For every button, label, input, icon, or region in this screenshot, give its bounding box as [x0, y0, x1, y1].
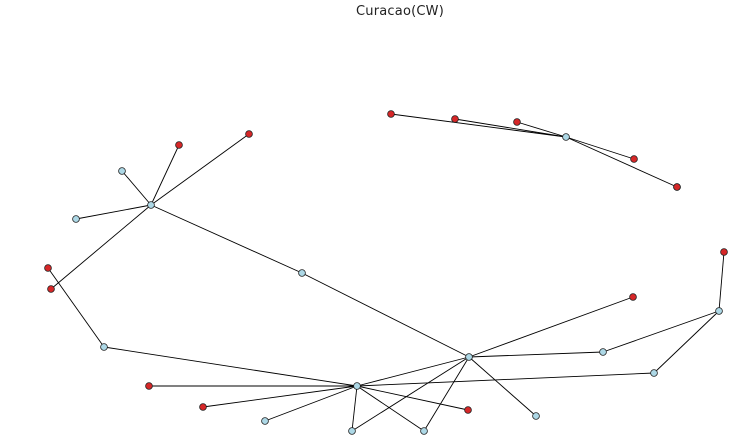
node-r3 — [47, 285, 55, 293]
node-r5 — [451, 115, 459, 123]
node-r4 — [387, 110, 395, 118]
node-l9 — [599, 348, 607, 356]
edge-h3-l10 — [468, 356, 537, 417]
edge-h5-r4 — [390, 113, 567, 138]
node-r12 — [44, 264, 52, 272]
edge-h1-r1 — [150, 144, 180, 206]
edge-h1-l2 — [75, 204, 152, 220]
edge-h2-h3 — [356, 356, 470, 387]
edge-h2-l7 — [264, 385, 358, 422]
edge-h3-l6 — [423, 356, 470, 432]
edge-h3-l3 — [301, 272, 470, 358]
edge-l11-l9 — [602, 310, 720, 353]
node-layer — [44, 110, 728, 435]
node-l7 — [261, 417, 269, 425]
edge-h5-r6 — [516, 121, 567, 138]
node-r1 — [175, 141, 183, 149]
edge-h2-l5 — [351, 385, 358, 432]
edge-l11-l8 — [653, 310, 720, 374]
edge-h3-r11 — [468, 296, 634, 358]
node-r6 — [513, 118, 521, 126]
node-l11 — [715, 307, 723, 315]
edge-l4-r12 — [47, 267, 105, 348]
edge-h5-r14 — [565, 136, 678, 188]
node-h1 — [147, 201, 155, 209]
edge-h1-l3 — [150, 204, 303, 274]
edge-h5-r5 — [454, 118, 567, 138]
edge-h1-r3 — [50, 204, 152, 290]
node-r14 — [673, 183, 681, 191]
node-r8 — [145, 382, 153, 390]
node-l5 — [348, 427, 356, 435]
edge-l11-r13 — [718, 251, 725, 312]
node-l10 — [532, 412, 540, 420]
node-h3 — [465, 353, 473, 361]
edge-h2-r10 — [356, 385, 469, 411]
node-l2 — [72, 215, 80, 223]
node-r2 — [245, 130, 253, 138]
edge-h1-r2 — [150, 133, 250, 206]
graph-title: Curacao(CW) — [356, 4, 444, 19]
node-l8 — [650, 369, 658, 377]
edge-h3-l5 — [351, 356, 470, 432]
node-h2 — [353, 382, 361, 390]
node-l1 — [118, 167, 126, 175]
edge-h2-l8 — [356, 372, 655, 387]
node-h4 — [562, 133, 570, 141]
node-r9 — [199, 403, 207, 411]
node-l4 — [100, 343, 108, 351]
node-r11 — [629, 293, 637, 301]
node-r10 — [464, 406, 472, 414]
edge-h2-l6 — [356, 385, 425, 432]
edge-h2-l4 — [103, 346, 358, 387]
edge-h2-r9 — [202, 385, 358, 408]
edge-layer — [47, 113, 725, 432]
edge-h1-l1 — [121, 170, 152, 206]
edge-h5-r7 — [565, 136, 635, 160]
edge-h3-l9 — [468, 351, 604, 358]
node-l6 — [420, 427, 428, 435]
node-r7 — [630, 155, 638, 163]
node-r13 — [720, 248, 728, 256]
node-l3 — [298, 269, 306, 277]
